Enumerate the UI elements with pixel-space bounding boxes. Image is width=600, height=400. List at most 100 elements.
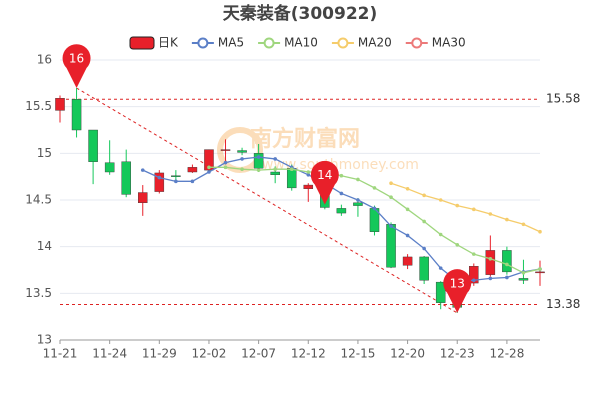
candle-body [121, 161, 131, 195]
ma-point [207, 170, 211, 174]
watermark: 南方财富网 www.southmoney.com [217, 126, 419, 173]
candle-body [402, 256, 413, 266]
x-tick-label: 12-07 [241, 347, 276, 361]
ma-point [223, 165, 228, 170]
x-tick-label: 12-28 [489, 347, 524, 361]
ma-point [389, 181, 393, 185]
y-tick-label: 13 [37, 333, 52, 347]
candle-body [485, 250, 496, 275]
x-tick-label: 11-29 [142, 347, 177, 361]
x-tick-label: 12-20 [390, 347, 425, 361]
ma-point [356, 177, 360, 182]
ma-point [405, 233, 410, 238]
ma-point [256, 168, 261, 172]
annotation-label: 16 [69, 52, 84, 66]
ma-point [289, 167, 294, 171]
candle-body [237, 150, 247, 153]
reference-label: 15.58 [546, 92, 580, 106]
annotation-label: 14 [317, 168, 332, 182]
candle-body [419, 256, 429, 281]
candle-body [286, 168, 297, 189]
ma-point [521, 222, 526, 227]
y-tick-label: 15 [37, 146, 52, 160]
candle-body [502, 250, 512, 273]
annotation-label: 13 [450, 276, 465, 290]
legend-label: MA20 [358, 36, 392, 50]
legend-label: 日K [158, 36, 179, 50]
watermark-logo [217, 127, 263, 173]
ma-point [356, 198, 360, 202]
legend-label: MA10 [284, 36, 318, 50]
ma-point [372, 206, 377, 211]
x-tick-label: 11-24 [92, 347, 127, 361]
candle-body [204, 149, 214, 171]
candle-body [71, 98, 82, 131]
candle-body [386, 224, 396, 268]
legend-marker [263, 37, 275, 49]
ma-point [538, 267, 542, 271]
candle-body [435, 281, 446, 303]
ma-point [389, 195, 393, 199]
ma-point [455, 203, 460, 208]
legend-candle [129, 36, 155, 50]
ma-point [422, 193, 426, 198]
candle-body [253, 153, 264, 169]
ma-point [438, 232, 443, 237]
candle-body [535, 271, 545, 274]
legend-marker [337, 37, 349, 49]
ma-point [240, 167, 244, 171]
ma-point [339, 191, 344, 196]
y-tick-label: 14.5 [25, 193, 52, 207]
ma-point [157, 175, 162, 180]
ma-point [240, 157, 244, 161]
ma-point [405, 187, 410, 191]
candle-body [353, 202, 363, 206]
ma-point [207, 165, 211, 170]
chart-title: 天秦装备(300922) [223, 3, 378, 24]
y-tick-label: 15.5 [25, 99, 52, 113]
ma-point [488, 276, 493, 281]
y-tick-label: 13.5 [25, 286, 52, 300]
trend-line [76, 87, 458, 314]
legend-marker [197, 37, 209, 49]
ma-point [174, 179, 178, 184]
ma-point [372, 186, 377, 190]
ma-point [438, 266, 443, 270]
x-tick-label: 12-15 [340, 347, 375, 361]
ma-point [306, 173, 311, 177]
annotation-pin [310, 160, 339, 205]
ma-point [505, 275, 509, 280]
candle-body [138, 192, 148, 204]
legend-label: MA30 [432, 36, 466, 50]
ma-point [505, 217, 509, 222]
legend-label: MA5 [218, 36, 244, 50]
ma-point [273, 167, 277, 171]
candle-body [270, 171, 280, 175]
ma-point [521, 271, 526, 275]
ma-point [505, 262, 509, 267]
ma-point [438, 198, 443, 202]
candle-body [303, 184, 314, 189]
candle-body [88, 129, 98, 162]
reference-label: 13.38 [546, 297, 580, 311]
ma-point [471, 278, 476, 283]
ma-point [455, 243, 460, 247]
ma-point [339, 173, 344, 178]
ma-point [422, 246, 426, 251]
ma-point [471, 207, 476, 212]
legend-marker [411, 37, 423, 49]
annotation-pin [62, 44, 91, 88]
ma-point [488, 212, 493, 216]
ma-point [273, 157, 277, 161]
x-tick-label: 12-12 [291, 347, 326, 361]
ma-point [471, 252, 476, 256]
x-tick-label: 11-21 [43, 347, 78, 361]
ma-point [306, 170, 311, 174]
ma-line [390, 182, 541, 233]
candle-body [55, 98, 65, 111]
ma-point [223, 160, 228, 165]
candle-body [220, 149, 231, 151]
candle-body [187, 167, 198, 173]
ma-point [256, 155, 261, 159]
ma-point [422, 219, 426, 224]
